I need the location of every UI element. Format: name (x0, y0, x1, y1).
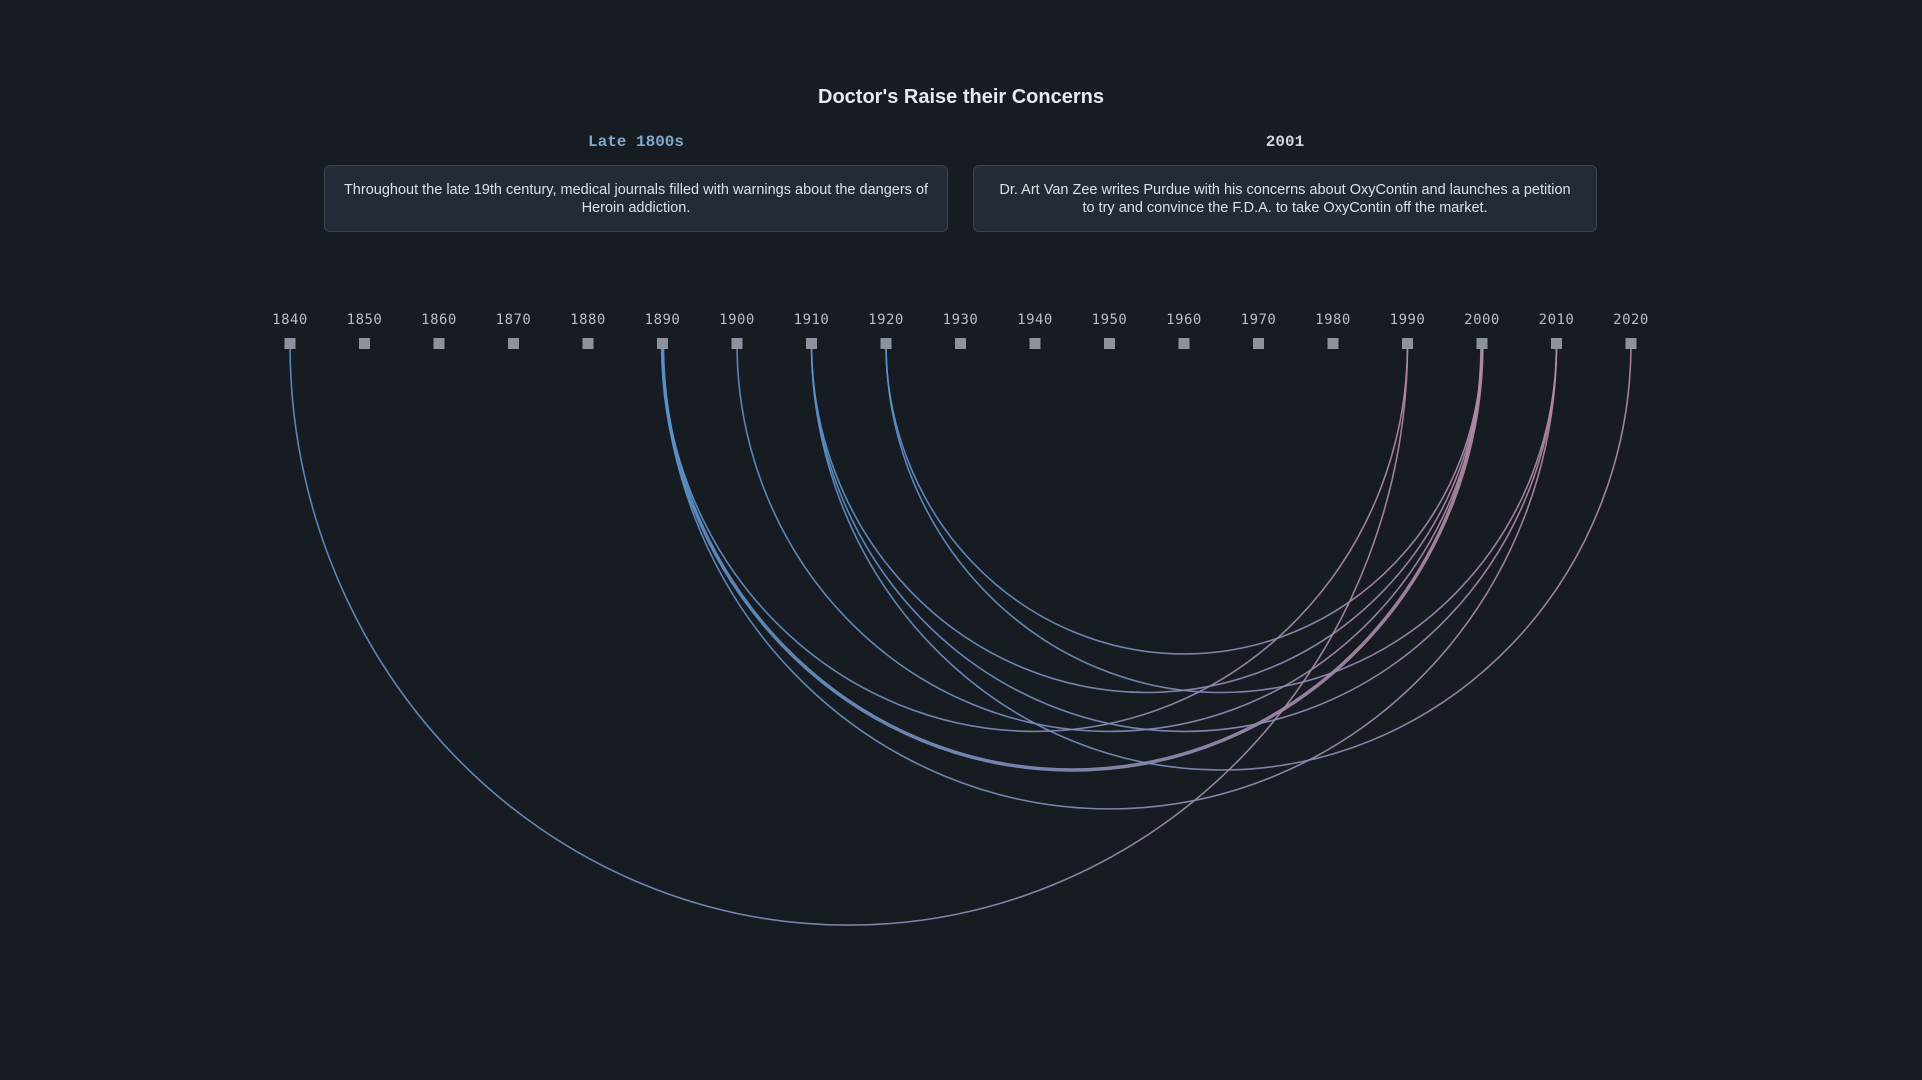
marker-2000[interactable] (1476, 338, 1488, 349)
arc-1890-2000 (660, 343, 1484, 772)
tick-label: 1930 (943, 312, 979, 328)
tick-label: 2000 (1464, 312, 1500, 328)
tick-label: 1870 (496, 312, 532, 328)
arc-1920-2010 (885, 343, 1558, 694)
tick-label: 2010 (1539, 312, 1575, 328)
arc-1900-2000 (736, 343, 1483, 733)
tick-label: 1890 (645, 312, 681, 328)
marker-1960[interactable] (1178, 338, 1190, 349)
tick-label: 1920 (868, 312, 904, 328)
tick-label: 1940 (1017, 312, 1053, 328)
tick-label: 1990 (1390, 312, 1426, 328)
marker-1840[interactable] (284, 338, 296, 349)
marker-2010[interactable] (1551, 338, 1562, 349)
right-event-text: Dr. Art Van Zee writes Purdue with his c… (999, 181, 1571, 216)
marker-1920[interactable] (880, 338, 892, 349)
marker-1900[interactable] (731, 338, 743, 349)
tick-label: 1880 (570, 312, 606, 328)
tick-label: 1860 (421, 312, 457, 328)
arc-1910-2000 (810, 343, 1483, 694)
arc-1840-1990 (289, 343, 1409, 926)
arc-1890-1990 (661, 343, 1409, 733)
marker-2020[interactable] (1625, 338, 1637, 349)
marker-1990[interactable] (1402, 338, 1413, 349)
tick-label: 1960 (1166, 312, 1202, 328)
right-event-label: 2001 (1265, 133, 1305, 151)
marker-1850[interactable] (359, 338, 370, 349)
marker-1950[interactable] (1104, 338, 1115, 349)
marker-1930[interactable] (955, 338, 966, 349)
tick-label: 1970 (1241, 312, 1277, 328)
tick-label: 1900 (719, 312, 755, 328)
tick-label: 2020 (1613, 312, 1649, 328)
tick-label: 1850 (347, 312, 383, 328)
marker-1880[interactable] (582, 338, 594, 349)
arc-1920-2000 (885, 343, 1483, 655)
arc-1910-2010 (810, 343, 1558, 733)
marker-1910[interactable] (806, 338, 817, 349)
marker-1940[interactable] (1029, 338, 1041, 349)
left-event-text: Throughout the late 19th century, medica… (343, 181, 929, 216)
left-event-card: Throughout the late 19th century, medica… (324, 165, 948, 232)
tick-label: 1950 (1092, 312, 1128, 328)
chart-title: Doctor's Raise their Concerns (818, 86, 1104, 108)
left-event-label: Late 1800s (587, 133, 684, 151)
marker-1870[interactable] (508, 338, 519, 349)
marker-1860[interactable] (433, 338, 445, 349)
tick-label: 1980 (1315, 312, 1351, 328)
marker-1970[interactable] (1253, 338, 1264, 349)
marker-1980[interactable] (1327, 338, 1339, 349)
arc-1910-2020 (810, 343, 1632, 771)
tick-label: 1840 (272, 312, 308, 328)
arc-1890-2010 (661, 343, 1558, 810)
marker-1890[interactable] (657, 338, 668, 349)
tick-label: 1910 (794, 312, 830, 328)
right-event-card: Dr. Art Van Zee writes Purdue with his c… (973, 165, 1597, 232)
